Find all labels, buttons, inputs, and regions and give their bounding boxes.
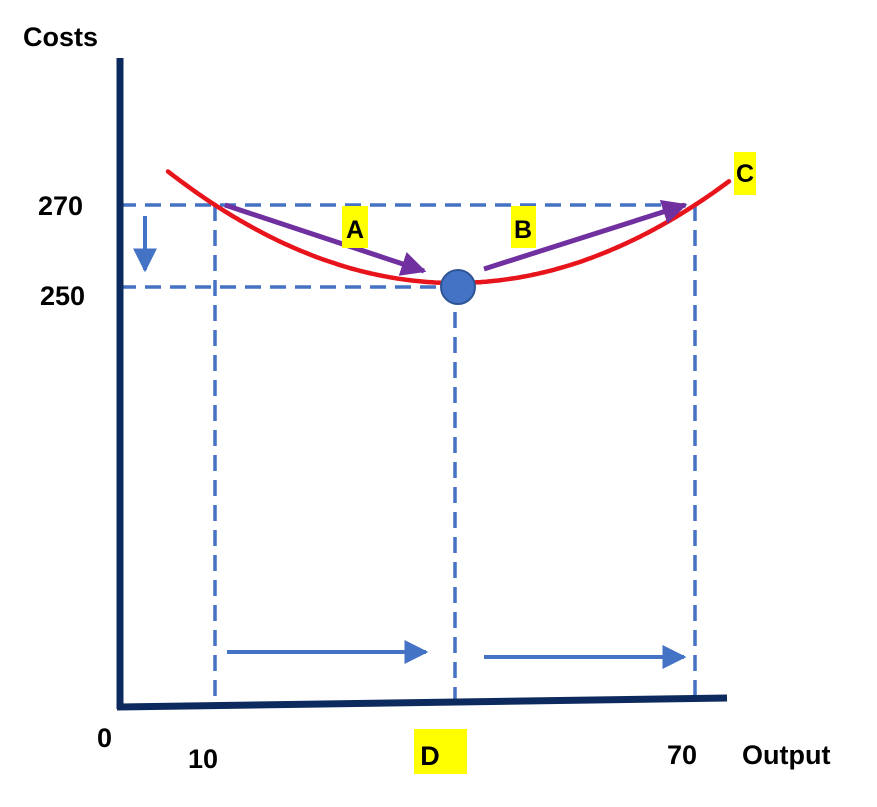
- y-axis-title: Costs: [23, 22, 98, 52]
- arrow-b-label: B: [514, 216, 532, 244]
- cost-curve-line: [165, 169, 732, 286]
- label-a-highlight: [342, 206, 368, 248]
- y-tick-label-250: 250: [40, 281, 85, 311]
- y-tick-label-270: 270: [38, 191, 83, 221]
- arrows: [133, 199, 688, 669]
- arrow-b: [483, 199, 688, 272]
- cost-curve-layer: [165, 169, 732, 305]
- labels: Costs Output 0 10 70 270 250 A B C D: [23, 22, 830, 774]
- minimum-output-label-d: D: [420, 741, 440, 771]
- x-tick-label-70: 70: [667, 740, 697, 770]
- x-axis-title: Output: [742, 740, 830, 770]
- x-axis-line: [116, 694, 728, 711]
- arrow-a-label: A: [346, 216, 364, 244]
- arrow-a: [224, 202, 427, 276]
- curve-label-c: C: [736, 160, 754, 188]
- label-b-highlight: [511, 206, 536, 248]
- origin-label: 0: [97, 723, 112, 753]
- minimum-point-marker: [440, 269, 476, 305]
- x-tick-label-10: 10: [188, 744, 218, 774]
- axes: [116, 58, 728, 711]
- label-c-highlight: [734, 152, 756, 195]
- guide-lines: [120, 203, 697, 705]
- label-d-highlight: [414, 729, 467, 774]
